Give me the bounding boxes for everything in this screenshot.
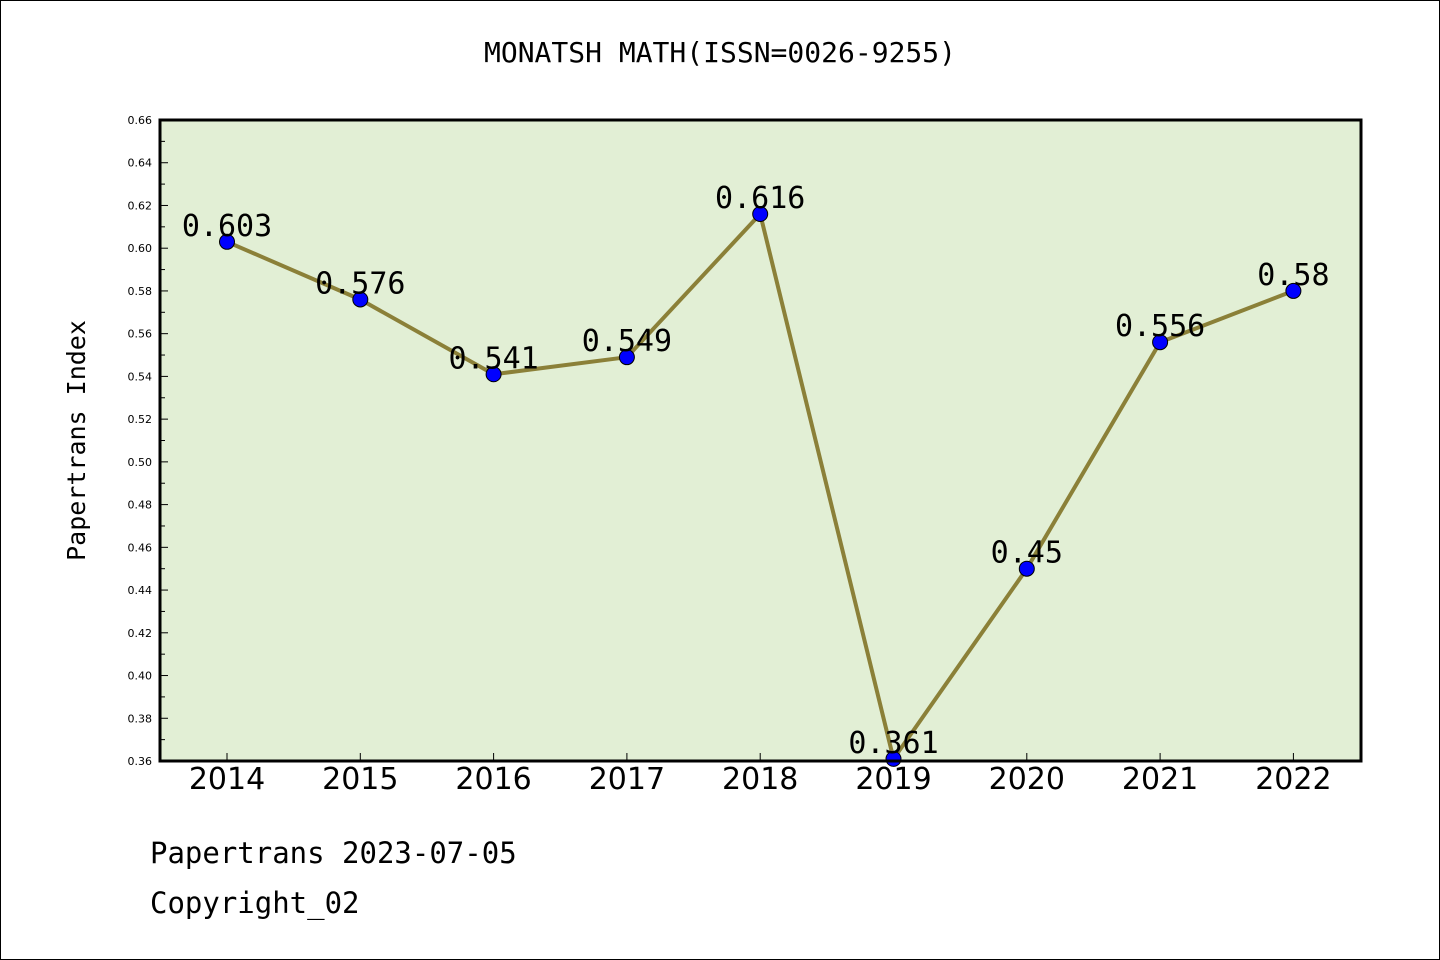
footer-date: Papertrans 2023-07-05 <box>150 836 517 870</box>
series-markers <box>219 206 1302 767</box>
plot-area <box>160 120 1361 761</box>
y-tick-label: 0.60 <box>128 242 153 255</box>
data-point <box>1152 334 1169 351</box>
chart-title: MONATSH MATH(ISSN=0026-9255) <box>483 36 956 69</box>
y-tick-label: 0.52 <box>128 413 153 426</box>
x-tick-label: 2021 <box>1122 762 1198 797</box>
x-tick-label: 2022 <box>1255 762 1331 797</box>
y-tick-label: 0.58 <box>128 285 153 298</box>
data-label: 0.603 <box>182 209 272 244</box>
data-label: 0.616 <box>715 181 805 216</box>
y-tick-label: 0.42 <box>128 627 153 640</box>
data-label: 0.541 <box>448 341 538 376</box>
data-point <box>1018 560 1035 577</box>
footer-copyright: Copyright_02 <box>150 886 360 920</box>
y-tick-label: 0.54 <box>128 370 153 383</box>
y-tick-label: 0.46 <box>128 541 153 554</box>
data-point <box>1285 282 1302 299</box>
x-tick-label: 2020 <box>989 762 1065 797</box>
y-tick-label: 0.62 <box>128 199 153 212</box>
y-tick-label: 0.38 <box>128 712 153 725</box>
x-tick-label: 2019 <box>855 762 931 797</box>
y-tick-label: 0.56 <box>128 328 153 341</box>
data-label: 0.45 <box>991 536 1063 571</box>
data-label: 0.549 <box>582 324 672 359</box>
x-tick-label: 2014 <box>189 762 265 797</box>
data-point <box>885 750 902 767</box>
data-point <box>219 233 235 250</box>
y-tick-label: 0.50 <box>128 456 153 469</box>
y-tick-label: 0.48 <box>128 499 153 512</box>
x-tick-label: 2018 <box>722 762 798 797</box>
data-point <box>618 349 635 366</box>
plot-border <box>158 118 1363 763</box>
y-tick-label: 0.66 <box>128 114 153 127</box>
y-tick-label: 0.64 <box>128 157 153 170</box>
y-axis: 0.36 0.38 0.40 0.42 0.44 0.46 0.48 0.50 0.52 0.54… <box>128 114 168 768</box>
x-tick-label: 2015 <box>322 762 398 797</box>
x-tick-label: 2017 <box>589 762 665 797</box>
y-axis-label: Papertrans Index <box>62 320 91 561</box>
data-point <box>352 291 369 308</box>
data-label: 0.576 <box>315 266 405 301</box>
data-point <box>752 206 769 223</box>
data-label: 0.361 <box>848 726 938 761</box>
y-tick-label: 0.36 <box>128 755 153 768</box>
y-tick-label: 0.40 <box>128 670 153 683</box>
data-label: 0.58 <box>1257 258 1329 293</box>
data-labels: 0.603 0.576 0.541 0.549 0.616 0.361 0.45 0.556 0… <box>182 181 1330 761</box>
x-tick-label: 2016 <box>455 762 531 797</box>
data-point <box>485 366 502 383</box>
y-tick-label: 0.44 <box>128 584 153 597</box>
x-axis: 2014 2015 2016 2017 2018 2019 2020 2021 2022 <box>189 753 1332 797</box>
data-label: 0.556 <box>1115 309 1205 344</box>
